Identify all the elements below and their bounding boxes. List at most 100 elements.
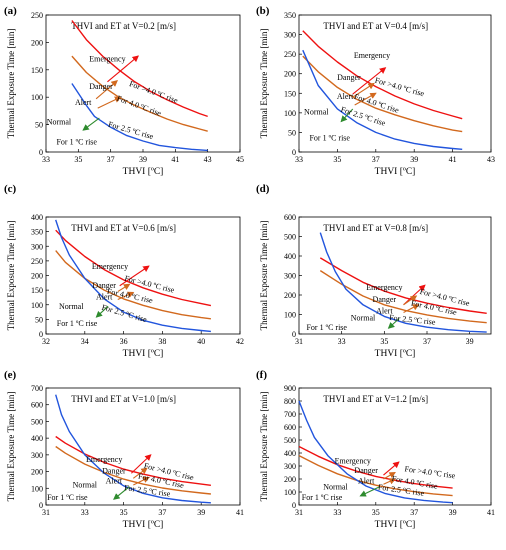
x-tick-label: 33 <box>295 155 303 164</box>
y-axis-label: Thermal Exposure Time [min] <box>259 29 269 139</box>
zone-label: Alert <box>337 92 354 101</box>
series-line-2 <box>55 445 211 495</box>
zone-arrow <box>403 295 418 306</box>
y-tick-label: 200 <box>284 70 296 79</box>
panel-label: (b) <box>256 5 270 17</box>
series-line-1 <box>55 229 212 307</box>
y-tick-label: 300 <box>31 451 43 460</box>
series-line-1 <box>302 30 463 120</box>
zone-label: Danger <box>92 281 116 290</box>
y-tick-label: 250 <box>31 257 43 266</box>
x-tick-label: 31 <box>295 337 303 346</box>
zone-label: Normal <box>351 314 376 323</box>
zone-arrow <box>82 117 100 131</box>
x-tick-label: 31 <box>295 508 303 517</box>
y-tick-label: 300 <box>31 242 43 251</box>
rise-label: For 2.5 ºC rise <box>107 120 155 142</box>
series-line-3 <box>319 232 487 333</box>
zone-label: Emergency <box>89 55 125 64</box>
y-tick-label: 500 <box>284 436 296 445</box>
y-tick-label: 100 <box>31 301 43 310</box>
series-line-3 <box>298 400 453 504</box>
zone-label: Alert <box>96 292 113 301</box>
x-tick-label: 42 <box>236 337 244 346</box>
y-tick-label: 0 <box>39 501 43 510</box>
zone-label: Emergency <box>354 51 390 60</box>
y-tick-label: 700 <box>284 410 296 419</box>
zone-label: Danger <box>89 82 113 91</box>
zone-arrow <box>359 486 380 497</box>
series-line-2 <box>298 454 453 497</box>
x-tick-label: 35 <box>333 155 341 164</box>
zone-label: Danger <box>354 466 378 475</box>
y-tick-label: 350 <box>31 228 43 237</box>
zone-label: Normal <box>73 480 98 489</box>
x-axis-label: THVI [ºC] <box>375 167 416 177</box>
rise-label: For >4.0 ºC rise <box>374 76 426 99</box>
zone-label: Alert <box>376 307 393 316</box>
y-tick-label: 150 <box>31 286 43 295</box>
zone-label: Emergency <box>86 455 122 464</box>
zone-arrow <box>387 317 400 329</box>
y-tick-label: 50 <box>35 121 43 130</box>
panel-d: (d) 31 33 35 37 39 0 100 200 300 400 500 600 THVI [ºC… <box>256 183 492 359</box>
rise-label: For 1 ºC rise <box>309 133 350 142</box>
y-tick-label: 200 <box>31 38 43 47</box>
y-tick-label: 400 <box>31 434 43 443</box>
series-line-1 <box>71 20 208 118</box>
x-tick-label: 41 <box>449 155 457 164</box>
x-tick-label: 39 <box>466 337 474 346</box>
zone-arrow <box>340 108 354 123</box>
x-tick-label: 39 <box>139 155 147 164</box>
zone-arrow <box>107 55 139 83</box>
x-tick-label: 40 <box>197 337 205 346</box>
x-axis-label: THVI [ºC] <box>123 167 164 177</box>
y-axis-label: Thermal Exposure Time [min] <box>6 29 16 139</box>
y-tick-label: 700 <box>31 384 43 393</box>
zone-arrow <box>354 92 377 106</box>
rise-label: For 1 ºC rise <box>302 493 343 502</box>
y-tick-label: 200 <box>31 272 43 281</box>
y-tick-label: 100 <box>31 484 43 493</box>
y-tick-label: 400 <box>284 252 296 261</box>
series-line-2 <box>55 250 211 320</box>
zone-label: Emergency <box>92 262 128 271</box>
x-tick-label: 33 <box>338 337 346 346</box>
x-axis-label: THVI [ºC] <box>123 520 164 530</box>
zone-arrow <box>117 291 135 300</box>
x-tick-label: 31 <box>42 508 50 517</box>
series-line-1 <box>319 257 487 314</box>
zone-label: Normal <box>323 483 348 492</box>
y-axis-label: Thermal Exposure Time [min] <box>259 221 269 331</box>
y-tick-label: 150 <box>284 89 296 98</box>
y-tick-label: 250 <box>31 11 43 20</box>
y-tick-label: 100 <box>31 93 43 102</box>
y-axis-label: Thermal Exposure Time [min] <box>6 392 16 502</box>
zone-label: Emergency <box>335 457 371 466</box>
y-tick-label: 300 <box>284 272 296 281</box>
zone-arrow <box>97 96 122 109</box>
y-tick-label: 100 <box>284 109 296 118</box>
y-tick-label: 250 <box>284 50 296 59</box>
panel-f: (f) 31 33 35 37 39 41 0 100 200 300 400 500 600 700 800… <box>256 369 495 530</box>
zone-label: Emergency <box>366 283 402 292</box>
chart-title: THVI and ET at V=1.2 [m/s] <box>323 394 428 404</box>
x-tick-label: 35 <box>380 337 388 346</box>
y-tick-label: 600 <box>284 213 296 222</box>
rise-label: For 1 ºC rise <box>57 319 98 328</box>
panel-label: (a) <box>4 5 17 17</box>
x-tick-label: 35 <box>74 155 82 164</box>
x-tick-label: 35 <box>372 508 380 517</box>
panel-label: (f) <box>256 369 267 381</box>
y-tick-label: 200 <box>284 475 296 484</box>
y-tick-label: 150 <box>31 66 43 75</box>
chart-title: THVI and ET at V=0.4 [m/s] <box>323 21 428 31</box>
series-line-3 <box>55 394 211 504</box>
rise-label: For 1 ºC rise <box>306 323 347 332</box>
plot-frame <box>45 387 241 506</box>
y-tick-label: 600 <box>31 401 43 410</box>
x-tick-label: 33 <box>42 155 50 164</box>
plot-frame <box>298 14 492 153</box>
x-tick-label: 35 <box>120 508 128 517</box>
